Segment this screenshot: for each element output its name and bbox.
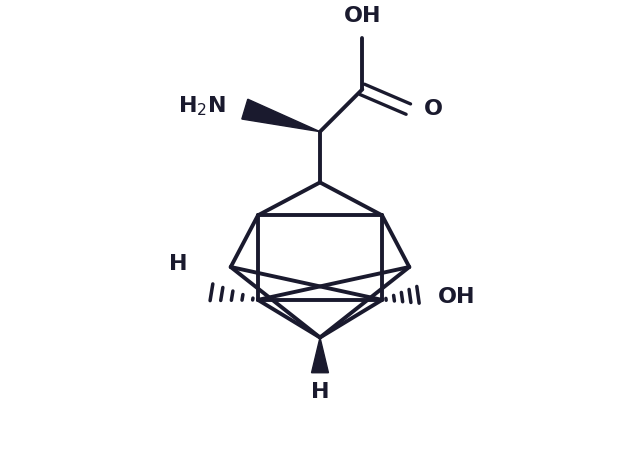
Text: H$_2$N: H$_2$N [178, 94, 226, 118]
Text: OH: OH [344, 6, 381, 26]
Text: H: H [311, 382, 329, 402]
Text: OH: OH [438, 287, 475, 307]
Polygon shape [242, 99, 320, 132]
Polygon shape [312, 337, 328, 373]
Text: H: H [169, 254, 188, 274]
Text: O: O [424, 99, 442, 119]
